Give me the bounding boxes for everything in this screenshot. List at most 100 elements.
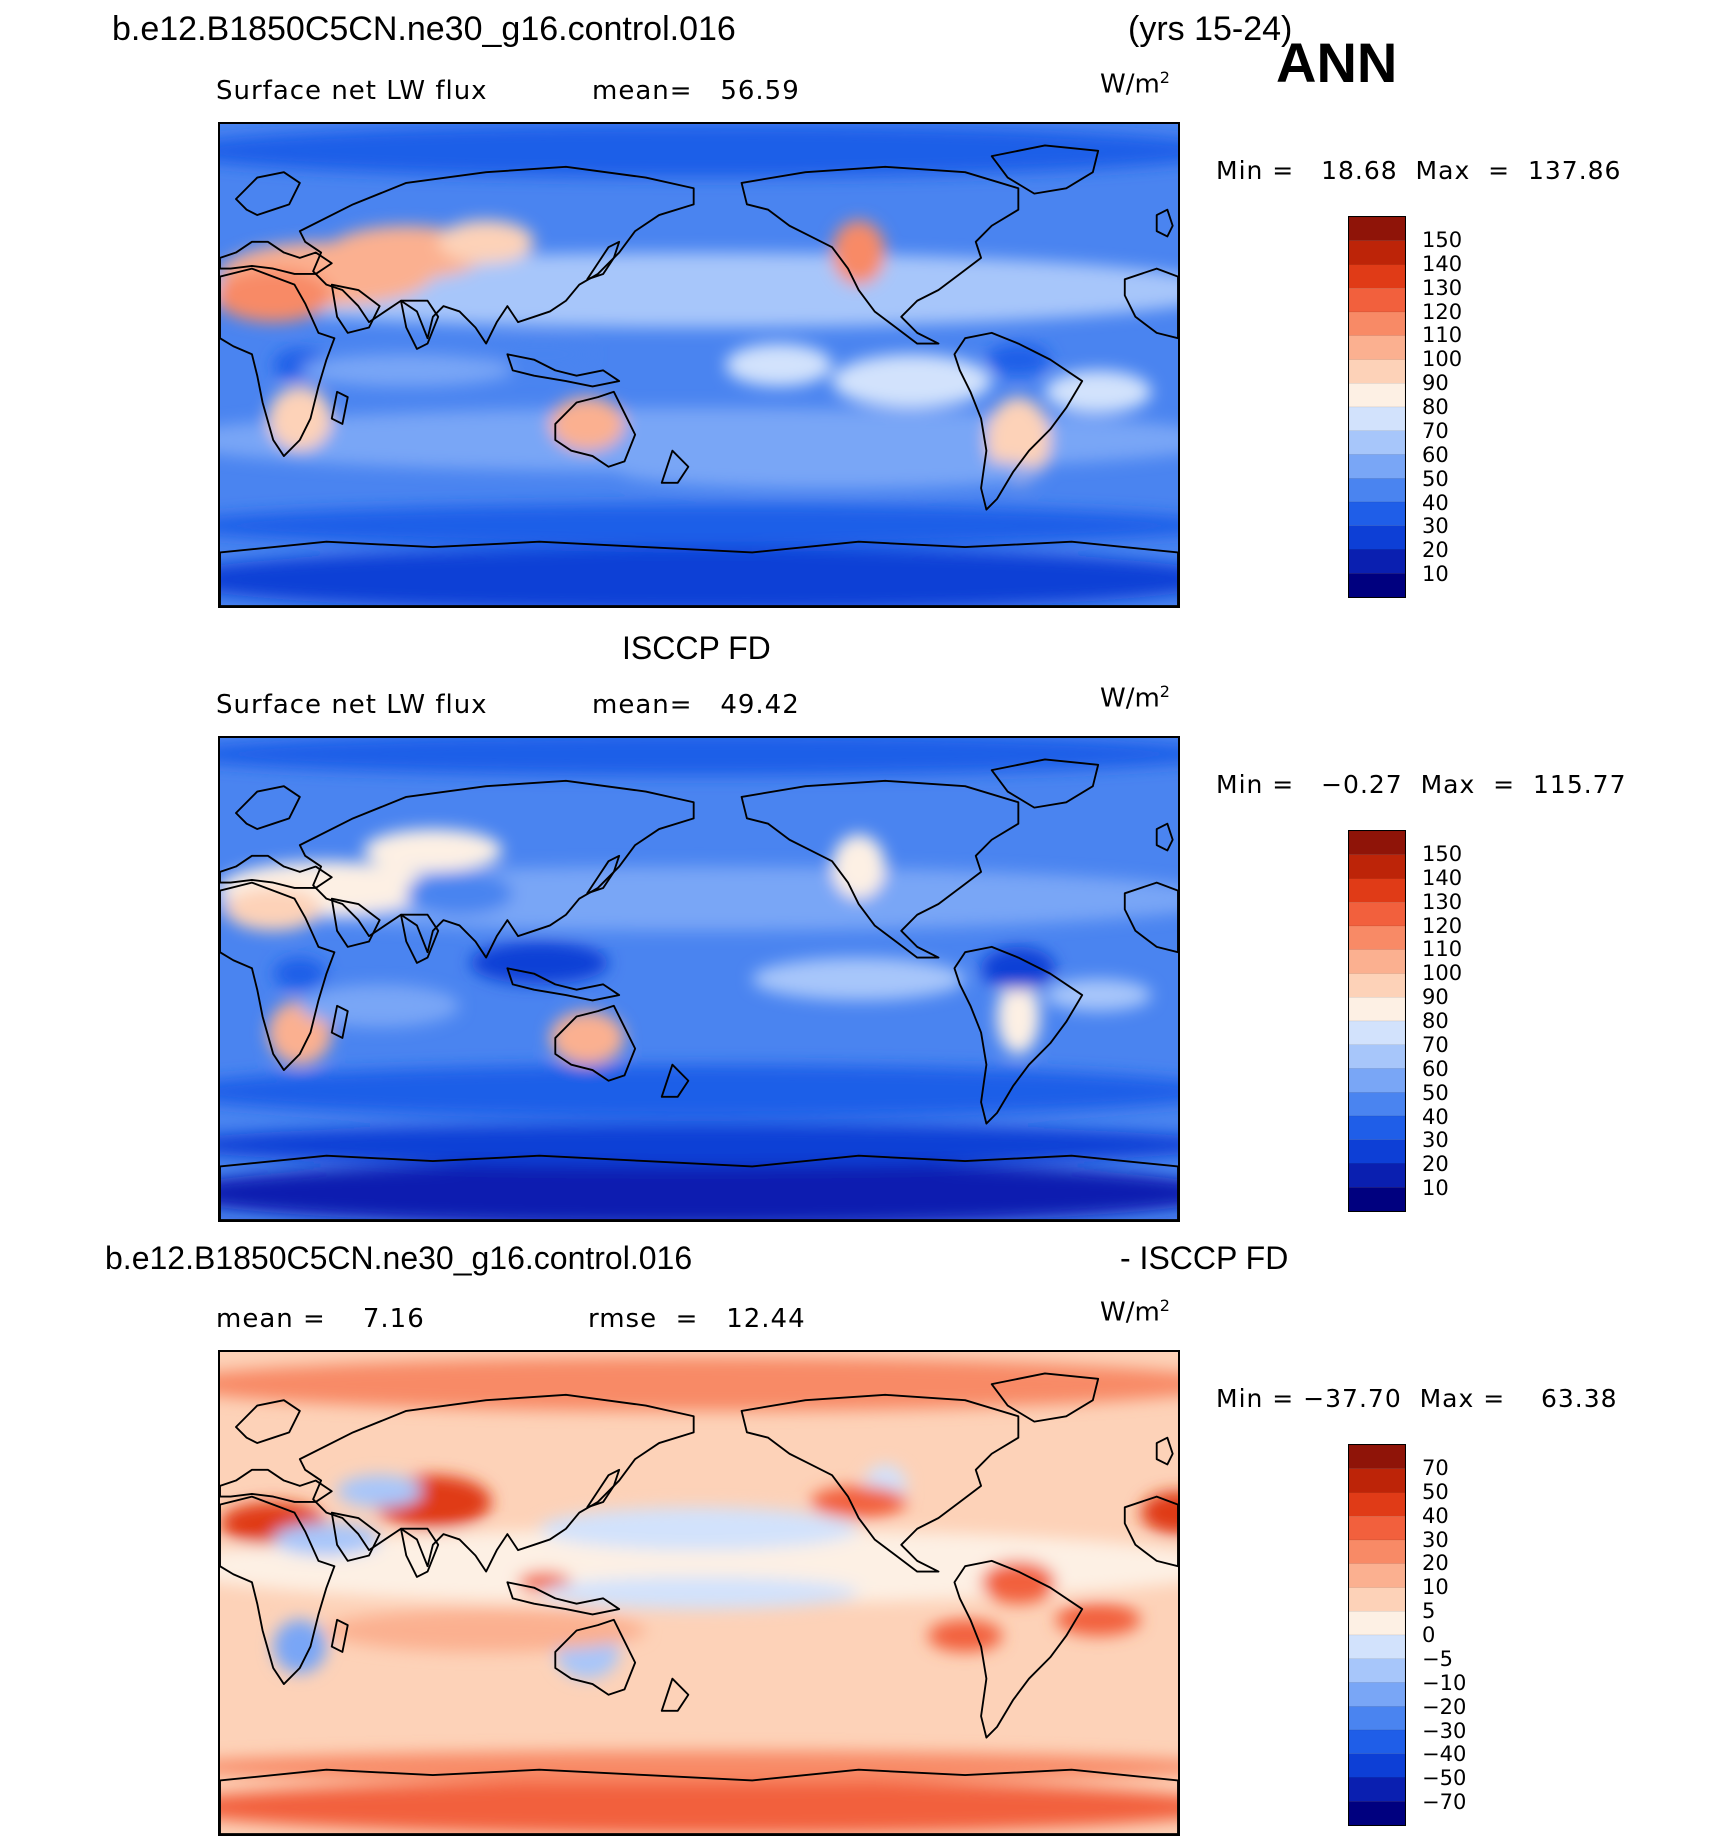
coastline-arabia xyxy=(330,283,381,334)
colorbar-swatch xyxy=(1349,1069,1405,1093)
colorbar-swatch xyxy=(1349,1140,1405,1164)
field-contour xyxy=(1044,370,1152,414)
coastline-asia xyxy=(298,1393,695,1573)
colorbar-swatch xyxy=(1349,1730,1405,1754)
map-obs xyxy=(218,736,1180,1222)
case-title: b.e12.B1850C5CN.ne30_g16.control.016 xyxy=(112,10,736,48)
coastline-australia xyxy=(554,390,637,468)
colorbar-swatch xyxy=(1349,336,1405,360)
field-contour xyxy=(752,957,966,1001)
coastline-madag xyxy=(330,390,349,425)
colorbar-tick-label: 40 xyxy=(1422,1104,1449,1129)
colorbar-tick-label: 20 xyxy=(1422,1551,1449,1576)
colorbar-tick-label: 120 xyxy=(1422,913,1463,938)
colorbar-tick-label: −50 xyxy=(1422,1766,1467,1791)
colorbar-swatch xyxy=(1349,1116,1405,1140)
coastline-madag xyxy=(330,1004,349,1039)
field-contour xyxy=(486,338,593,371)
coastlines xyxy=(220,144,1178,606)
field-contour xyxy=(273,1619,327,1674)
field-contour xyxy=(725,343,833,387)
coastline-britain xyxy=(1155,208,1174,238)
colorbar-swatch xyxy=(1349,478,1405,502)
map-canvas-obs xyxy=(220,738,1178,1220)
coastline-europe xyxy=(220,240,333,275)
field-layer xyxy=(220,124,1178,606)
coastline-madag xyxy=(330,1618,349,1653)
field-contour xyxy=(225,887,322,931)
field-contour xyxy=(273,1523,380,1556)
field-contour xyxy=(337,1475,423,1508)
field-contour xyxy=(220,407,1178,473)
min-max-label: Min = −37.70 Max = 63.38 xyxy=(1216,1384,1618,1413)
season-label: ANN xyxy=(1276,31,1398,94)
coastline-arabia xyxy=(330,897,381,948)
colorbar-swatch xyxy=(1349,902,1405,926)
colorbar-swatch xyxy=(1349,950,1405,974)
colorbar-swatch xyxy=(1349,1516,1405,1540)
coastline-indonesia xyxy=(506,353,621,388)
colorbar-canvas-model xyxy=(1349,217,1405,597)
colorbar-swatch xyxy=(1349,974,1405,998)
colorbar-tick-label: 10 xyxy=(1422,562,1449,587)
coastline-namerica xyxy=(740,1393,1020,1573)
field-contour xyxy=(220,1064,1178,1119)
colorbar-swatch xyxy=(1349,241,1405,265)
colorbar-tick-label: 130 xyxy=(1422,275,1463,300)
field-contour xyxy=(299,984,460,1028)
field-contour xyxy=(619,456,1045,489)
colorbar-tick-label: 110 xyxy=(1422,937,1463,962)
coastline-westafrica xyxy=(1123,881,1178,954)
coastline-scand xyxy=(235,1399,301,1444)
coastline-samerica xyxy=(953,331,1084,511)
coastline-scand xyxy=(235,171,301,216)
map-canvas-model xyxy=(220,124,1178,606)
colorbar-swatch xyxy=(1349,1706,1405,1730)
map-diff xyxy=(218,1350,1180,1836)
colorbar-tick-label: 30 xyxy=(1422,1128,1449,1153)
field-contour xyxy=(539,1576,859,1610)
coastline-nz xyxy=(660,1677,690,1712)
field-contour xyxy=(810,1485,907,1519)
field-contour xyxy=(326,1609,646,1652)
colorbar-swatch xyxy=(1349,926,1405,950)
colorbar-swatch xyxy=(1349,526,1405,550)
coastline-asia xyxy=(298,165,695,345)
field-contour xyxy=(438,220,535,264)
field-layer xyxy=(220,1357,1178,1834)
map-model xyxy=(218,122,1180,608)
obs-title: ISCCP FD xyxy=(622,630,771,666)
colorbar-swatch xyxy=(1349,407,1405,431)
colorbar-tick-label: 5 xyxy=(1422,1599,1436,1624)
coastline-greenland xyxy=(990,1372,1100,1423)
coastlines xyxy=(220,1372,1178,1834)
colorbar-tick-label: 140 xyxy=(1422,251,1463,276)
coastline-britain xyxy=(1155,822,1174,852)
coastline-japan xyxy=(586,240,621,281)
field-contour xyxy=(220,1750,1178,1784)
colorbar-tick-label: 30 xyxy=(1422,514,1449,539)
colorbar-tick-label: 70 xyxy=(1422,418,1449,443)
field-layer xyxy=(220,738,1178,1220)
colorbar-tick-label: 150 xyxy=(1422,227,1463,252)
coastline-antarctica xyxy=(220,1154,1178,1220)
field-contour xyxy=(220,1528,1178,1604)
colorbar-tick-label: 90 xyxy=(1422,985,1449,1010)
coastline-indonesia xyxy=(506,967,621,1002)
colorbar-tick-label: 30 xyxy=(1422,1527,1449,1552)
field-contour xyxy=(220,738,1178,776)
map-canvas-diff xyxy=(220,1352,1178,1834)
colorbar-swatch xyxy=(1349,360,1405,384)
colorbar-diff xyxy=(1348,1444,1406,1826)
colorbar-tick-label: 80 xyxy=(1422,1009,1449,1033)
coastline-africa xyxy=(220,881,336,1071)
colorbar-tick-label: 50 xyxy=(1422,466,1449,491)
years-label: (yrs 15-24) xyxy=(1128,10,1293,48)
colorbar-tick-label: 90 xyxy=(1422,371,1449,396)
field-contour xyxy=(549,397,625,451)
field-contour xyxy=(470,941,609,985)
colorbar-swatch xyxy=(1349,1611,1405,1635)
colorbar-tick-label: −40 xyxy=(1422,1742,1467,1767)
colorbar-swatch xyxy=(1349,1801,1405,1825)
field-contour xyxy=(539,1507,859,1551)
